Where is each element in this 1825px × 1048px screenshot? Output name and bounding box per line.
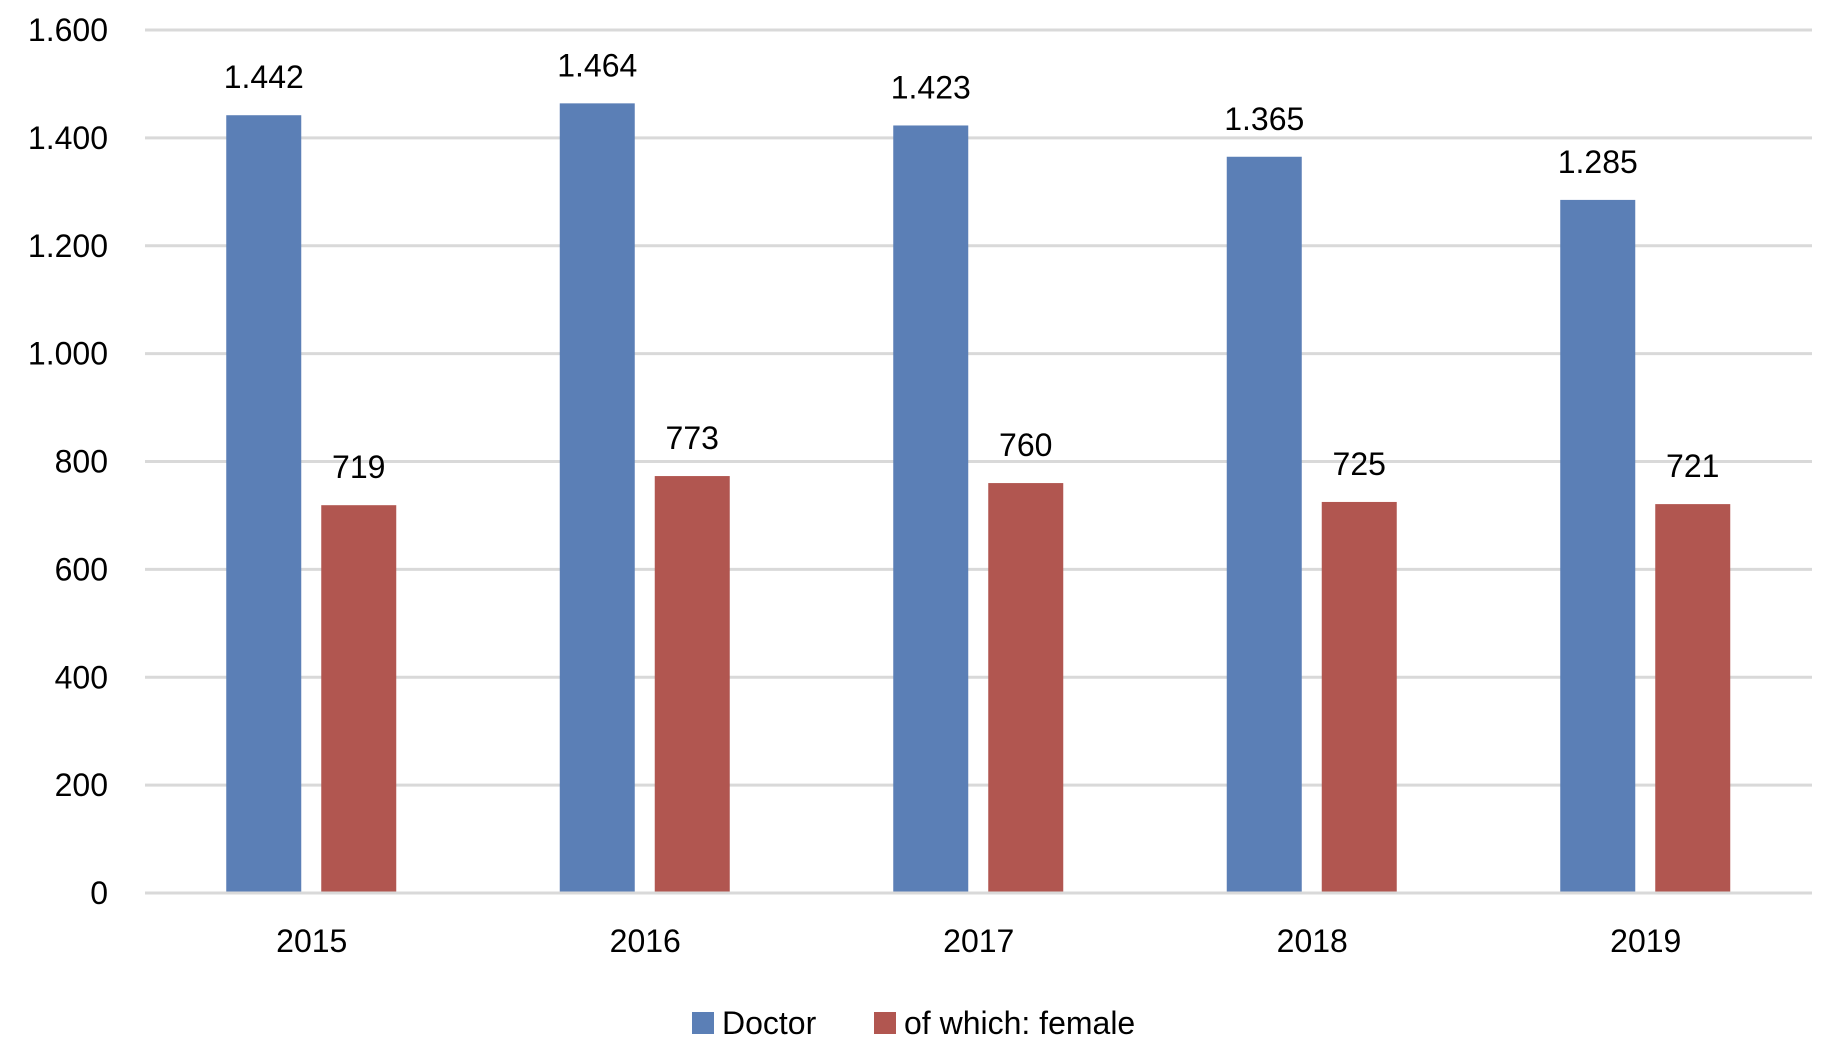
- bar-doctor-2017: [893, 125, 969, 894]
- bars: [145, 103, 1812, 895]
- bar-female-2018: [1321, 501, 1397, 893]
- y-tick-label: 400: [55, 659, 108, 695]
- gridlines: [145, 28, 1812, 895]
- data-label-doctor-2016: 1.464: [557, 47, 637, 83]
- data-label-female-2019: 721: [1666, 448, 1719, 484]
- bar-doctor-2018: [1226, 156, 1302, 894]
- legend-swatch-doctor: [692, 1012, 714, 1034]
- y-tick-label: 600: [55, 551, 108, 587]
- data-label-doctor-2018: 1.365: [1224, 101, 1304, 137]
- data-label-female-2016: 773: [666, 420, 719, 456]
- x-tick-label-2018: 2018: [1277, 923, 1348, 959]
- bar-doctor-2019: [1560, 199, 1636, 893]
- y-tick-label: 200: [55, 767, 108, 803]
- data-label-female-2018: 725: [1333, 446, 1386, 482]
- data-label-doctor-2015: 1.442: [224, 59, 304, 95]
- y-tick-label: 800: [55, 444, 108, 480]
- bar-female-2017: [988, 483, 1064, 893]
- legend: Doctor of which: female: [692, 1005, 1135, 1041]
- data-label-doctor-2019: 1.285: [1558, 144, 1638, 180]
- x-tick-label-2015: 2015: [276, 923, 347, 959]
- bar-female-2019: [1655, 504, 1731, 893]
- x-tick-label-2019: 2019: [1610, 923, 1681, 959]
- legend-label-doctor: Doctor: [722, 1005, 817, 1041]
- data-label-doctor-2017: 1.423: [891, 69, 971, 105]
- y-tick-label: 1.400: [28, 120, 108, 156]
- y-tick-label: 1.600: [28, 12, 108, 48]
- y-tick-label: 0: [90, 875, 108, 911]
- y-tick-label: 1.200: [28, 228, 108, 264]
- data-label-female-2015: 719: [332, 449, 385, 485]
- x-tick-label-2017: 2017: [943, 923, 1014, 959]
- bar-doctor-2015: [226, 115, 302, 893]
- x-axis-ticks: 2015 2016 2017 2018 2019: [276, 923, 1681, 959]
- legend-label-female: of which: female: [904, 1005, 1135, 1041]
- y-axis-ticks: 0 200 400 600 800 1.000 1.200 1.400 1.600: [28, 12, 108, 911]
- bar-female-2015: [321, 505, 397, 893]
- data-labels: 1.442 719 1.464 773 1.423 760 1.365 725 1.285 721: [224, 47, 1720, 485]
- legend-swatch-female: [874, 1012, 896, 1034]
- x-tick-label-2016: 2016: [610, 923, 681, 959]
- y-tick-label: 1.000: [28, 336, 108, 372]
- bar-doctor-2016: [559, 103, 635, 894]
- data-label-female-2017: 760: [999, 427, 1052, 463]
- bar-female-2016: [654, 476, 730, 893]
